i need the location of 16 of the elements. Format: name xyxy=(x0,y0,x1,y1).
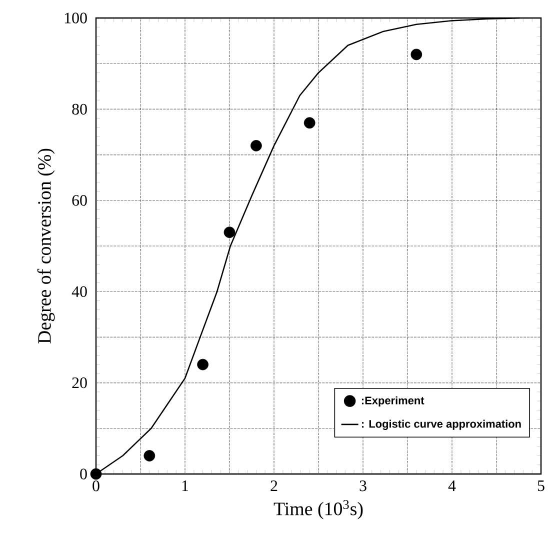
x-tick-label: 5 xyxy=(538,480,544,492)
x-tick-label: 0 xyxy=(92,480,100,492)
x-tick-label: 2 xyxy=(270,480,278,492)
y-tick-label: 0 xyxy=(80,468,87,480)
y-axis-title: Degree of conversion (%) xyxy=(37,148,55,344)
y-tick-label: 40 xyxy=(72,286,87,297)
y-tick-label: 100 xyxy=(64,12,87,24)
y-tick-label: 20 xyxy=(72,377,87,388)
y-tick-label: 80 xyxy=(72,104,87,115)
legend-label: :Experiment xyxy=(362,396,424,407)
y-tick-label: 60 xyxy=(72,195,87,206)
legend-label: : Logistic curve approximation xyxy=(362,420,521,430)
x-axis-title: Time (10$^{3}$s) xyxy=(274,500,363,520)
x-tick-label: 1 xyxy=(182,480,188,492)
x-tick-label: 3 xyxy=(360,480,366,492)
x-tick-label: 4 xyxy=(448,480,456,491)
